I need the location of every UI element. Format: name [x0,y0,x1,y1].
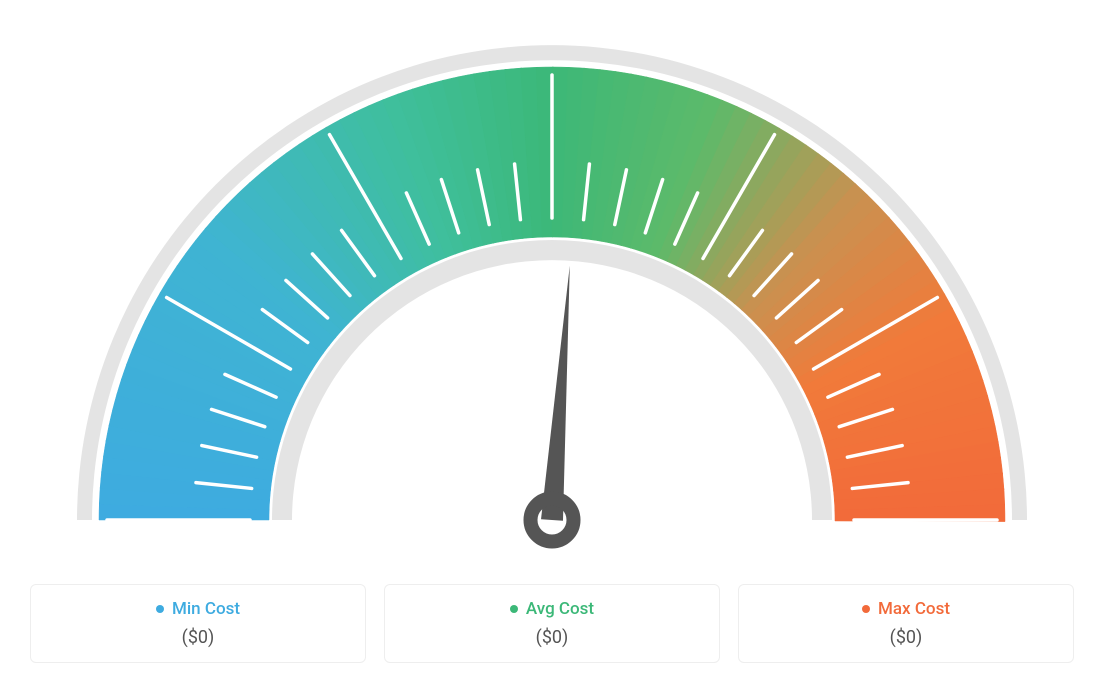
legend-title: Max Cost [763,599,1049,619]
gauge-chart: $0$0$0$0$0$0$0 [20,20,1084,560]
legend-value: ($0) [55,627,341,648]
legend-row: Min Cost ($0) Avg Cost ($0) Max Cost ($0) [30,584,1074,663]
tick-labels: $0$0$0$0$0$0$0 [20,20,30,25]
legend-title: Min Cost [55,599,341,619]
needle [541,266,570,521]
legend-dot [510,605,518,613]
legend-label: Avg Cost [526,599,594,619]
legend-item: Avg Cost ($0) [384,584,720,663]
gauge-svg: $0$0$0$0$0$0$0 [20,20,1084,560]
legend-item: Min Cost ($0) [30,584,366,663]
legend-value: ($0) [763,627,1049,648]
legend-value: ($0) [409,627,695,648]
legend-dot [862,605,870,613]
legend-item: Max Cost ($0) [738,584,1074,663]
tick-label: $0 [20,20,30,25]
legend-label: Min Cost [172,599,240,619]
legend-dot [156,605,164,613]
legend-title: Avg Cost [409,599,695,619]
legend-label: Max Cost [878,599,950,619]
